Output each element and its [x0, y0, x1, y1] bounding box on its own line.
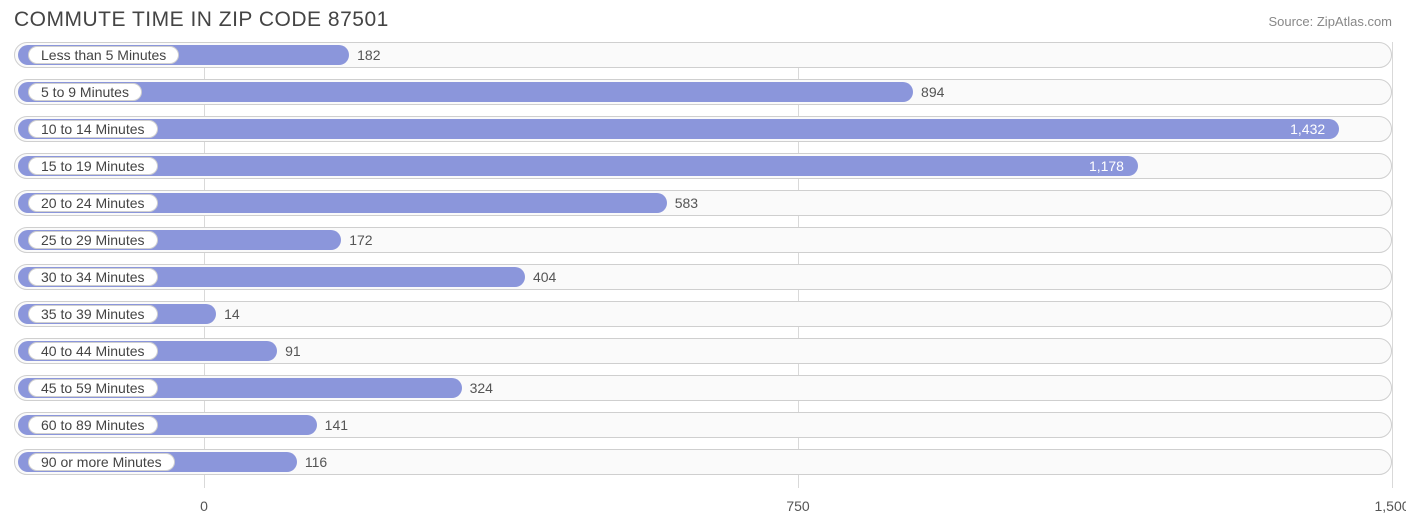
value-label: 1,178: [1089, 154, 1124, 178]
value-label: 172: [349, 228, 372, 252]
value-label: 116: [305, 450, 327, 474]
category-pill: 45 to 59 Minutes: [28, 379, 158, 397]
value-label: 583: [675, 191, 698, 215]
category-pill: 25 to 29 Minutes: [28, 231, 158, 249]
bar-track: Less than 5 Minutes 182: [14, 42, 1392, 68]
bar-track: 5 to 9 Minutes 894: [14, 79, 1392, 105]
category-pill: 35 to 39 Minutes: [28, 305, 158, 323]
category-pill: 60 to 89 Minutes: [28, 416, 158, 434]
bar-track: 10 to 14 Minutes 1,432: [14, 116, 1392, 142]
chart-title: COMMUTE TIME IN ZIP CODE 87501: [14, 8, 389, 32]
value-label: 324: [470, 376, 493, 400]
category-pill: 30 to 34 Minutes: [28, 268, 158, 286]
category-pill: 5 to 9 Minutes: [28, 83, 142, 101]
category-pill: 20 to 24 Minutes: [28, 194, 158, 212]
bar: [18, 82, 913, 102]
chart-header: COMMUTE TIME IN ZIP CODE 87501 Source: Z…: [0, 0, 1406, 36]
chart-plot-area: Less than 5 Minutes 182 5 to 9 Minutes 894 1…: [14, 42, 1392, 488]
bar-track: 35 to 39 Minutes 14: [14, 301, 1392, 327]
chart-source: Source: ZipAtlas.com: [1268, 14, 1392, 29]
bar-track: 45 to 59 Minutes 324: [14, 375, 1392, 401]
value-label: 894: [921, 80, 944, 104]
category-pill: 15 to 19 Minutes: [28, 157, 158, 175]
value-label: 404: [533, 265, 556, 289]
bar-track: 90 or more Minutes 116: [14, 449, 1392, 475]
bar: [18, 156, 1138, 176]
bar-track: 30 to 34 Minutes 404: [14, 264, 1392, 290]
bar-track: 20 to 24 Minutes 583: [14, 190, 1392, 216]
bar-track: 15 to 19 Minutes 1,178: [14, 153, 1392, 179]
category-pill: Less than 5 Minutes: [28, 46, 179, 64]
category-pill: 40 to 44 Minutes: [28, 342, 158, 360]
bar-track: 25 to 29 Minutes 172: [14, 227, 1392, 253]
value-label: 91: [285, 339, 301, 363]
value-label: 182: [357, 43, 380, 67]
category-pill: 90 or more Minutes: [28, 453, 175, 471]
bar-track: 60 to 89 Minutes 141: [14, 412, 1392, 438]
value-label: 14: [224, 302, 240, 326]
x-axis-tick-label: 1,500: [1374, 498, 1406, 514]
gridline: [1392, 42, 1393, 488]
value-label: 141: [325, 413, 348, 437]
x-axis-tick-label: 750: [786, 498, 809, 514]
category-pill: 10 to 14 Minutes: [28, 120, 158, 138]
value-label: 1,432: [1290, 117, 1325, 141]
bar: [18, 119, 1339, 139]
x-axis: 07501,500: [14, 492, 1392, 522]
x-axis-tick-label: 0: [200, 498, 208, 514]
bar-track: 40 to 44 Minutes 91: [14, 338, 1392, 364]
